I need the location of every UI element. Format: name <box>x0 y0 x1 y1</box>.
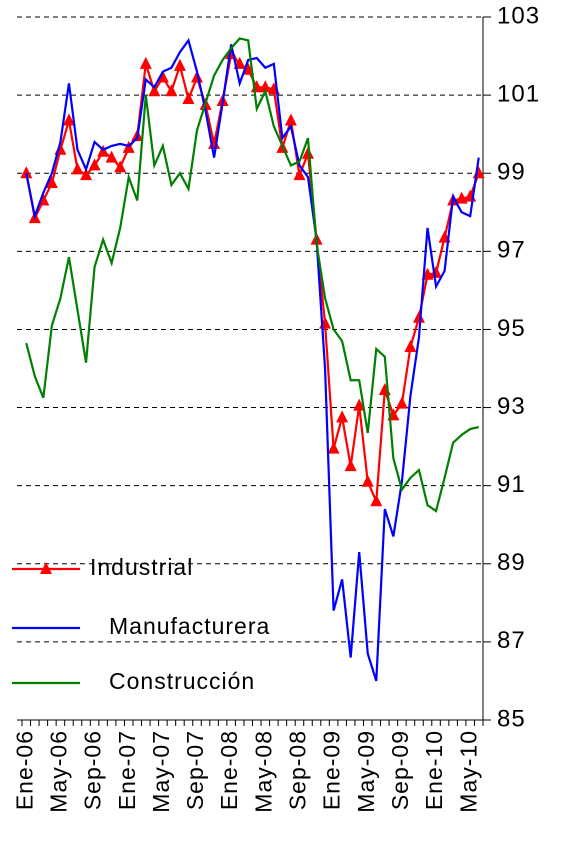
series-marker <box>80 168 93 181</box>
series-marker <box>20 166 33 179</box>
x-tick-label: Ene-09 <box>319 730 345 810</box>
x-tick-label: Sep-06 <box>80 730 106 810</box>
legend-label: Industrial <box>90 554 193 580</box>
series-marker <box>327 441 340 454</box>
series-marker <box>370 494 383 507</box>
series-marker <box>88 158 101 171</box>
series-marker <box>430 265 443 278</box>
x-tick-label: May-07 <box>148 730 174 813</box>
y-tick-label: 97 <box>497 237 526 264</box>
x-tick-label: Sep-07 <box>182 730 208 810</box>
y-tick-label: 103 <box>497 2 540 29</box>
series-marker <box>284 113 297 126</box>
y-tick-label: 87 <box>497 627 526 654</box>
series-marker <box>455 191 468 204</box>
series-marker <box>259 80 272 93</box>
series-marker <box>404 340 417 353</box>
y-tick-label: 99 <box>497 159 526 186</box>
legend-label: Construcción <box>109 668 255 694</box>
series-marker <box>182 92 195 105</box>
x-tick-label: May-09 <box>353 730 379 813</box>
series-marker <box>412 310 425 323</box>
series-marker <box>45 175 58 188</box>
x-tick-label: Ene-08 <box>216 730 242 810</box>
series-line <box>25 37 479 513</box>
x-tick-label: May-06 <box>45 730 71 813</box>
series-marker <box>293 168 306 181</box>
series-marker <box>105 150 118 163</box>
series-marker <box>62 113 75 126</box>
series-marker <box>353 398 366 411</box>
series-marker <box>71 162 84 175</box>
series-marker <box>156 70 169 83</box>
x-tick-label: May-08 <box>250 730 276 813</box>
series-marker <box>148 84 161 97</box>
series-marker <box>139 56 152 69</box>
series-marker <box>361 474 374 487</box>
y-tick-label: 95 <box>497 315 526 342</box>
x-tick-label: Sep-09 <box>387 730 413 810</box>
series-marker <box>344 459 357 472</box>
x-tick-label: Ene-06 <box>11 730 37 810</box>
series-marker <box>173 58 186 71</box>
series-marker <box>301 146 314 159</box>
x-tick-label: May-10 <box>455 730 481 813</box>
series-marker <box>336 410 349 423</box>
x-tick-label: Ene-07 <box>114 730 140 810</box>
series-marker <box>114 160 127 173</box>
series-line <box>25 37 480 682</box>
legend-label: Manufacturera <box>109 613 270 639</box>
y-tick-label: 89 <box>497 549 526 576</box>
y-tick-label: 85 <box>497 705 526 732</box>
series-marker <box>165 84 178 97</box>
x-tick-label: Ene-10 <box>421 730 447 810</box>
x-tick-label: Sep-08 <box>285 730 311 810</box>
y-tick-label: 91 <box>497 471 526 498</box>
series-marker <box>395 396 408 409</box>
legend-marker <box>40 562 52 574</box>
y-tick-label: 101 <box>497 80 540 107</box>
y-tick-label: 93 <box>497 393 526 420</box>
series-marker <box>378 382 391 395</box>
